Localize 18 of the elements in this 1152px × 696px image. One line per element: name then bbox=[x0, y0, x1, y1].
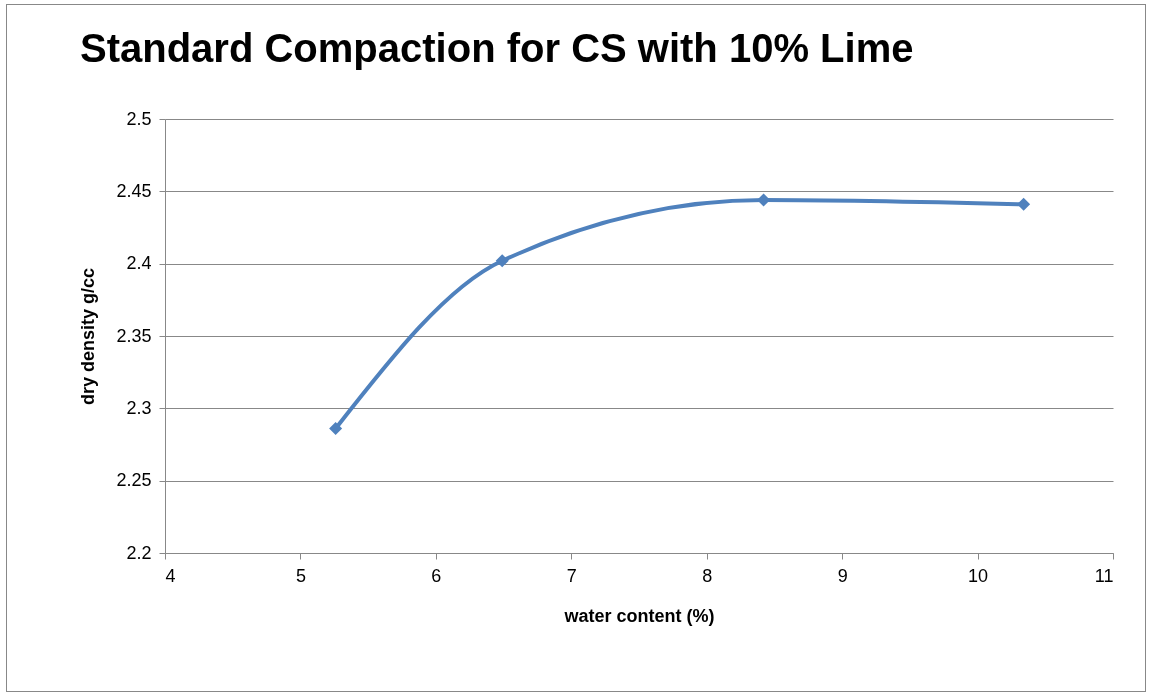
chart-title: Standard Compaction for CS with 10% Lime bbox=[80, 26, 914, 70]
x-tick-label: 6 bbox=[431, 565, 442, 586]
y-tick-label: 2.3 bbox=[126, 397, 152, 418]
x-tick-label: 7 bbox=[566, 565, 577, 586]
x-tick-label: 11 bbox=[1094, 565, 1114, 586]
y-tick-label: 2.25 bbox=[116, 470, 152, 491]
y-tick-label: 2.4 bbox=[126, 253, 152, 274]
x-tick-label: 8 bbox=[702, 565, 713, 586]
y-tick-label: 2.2 bbox=[126, 542, 152, 563]
y-tick-label: 2.35 bbox=[116, 325, 152, 346]
x-tick-label: 10 bbox=[968, 565, 989, 586]
y-axis-title: dry density g/cc bbox=[78, 267, 99, 406]
y-tick-label: 2.45 bbox=[116, 180, 152, 201]
y-tick-label: 2.5 bbox=[126, 108, 152, 129]
x-tick-label: 4 bbox=[165, 565, 176, 586]
x-axis-title: water content (%) bbox=[563, 605, 715, 626]
x-tick-label: 9 bbox=[837, 565, 848, 586]
x-tick-label: 5 bbox=[295, 565, 306, 586]
